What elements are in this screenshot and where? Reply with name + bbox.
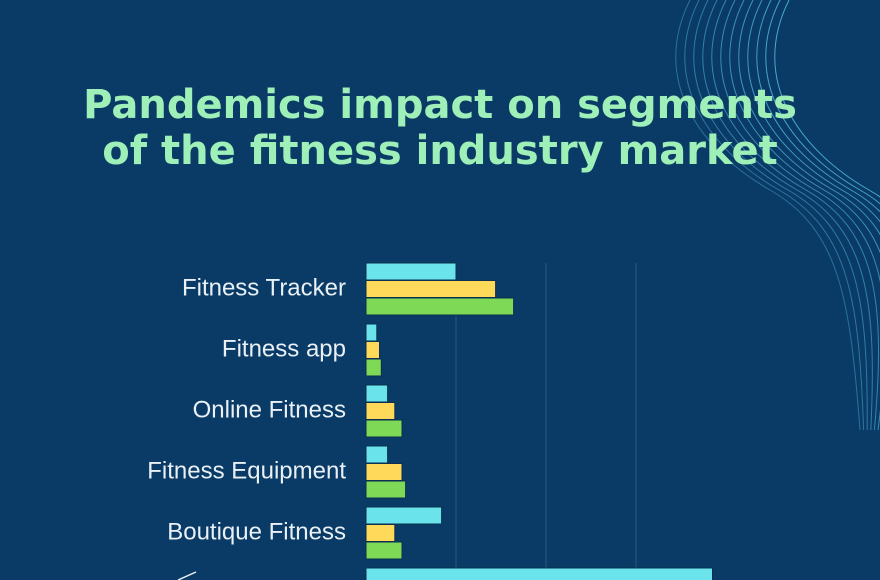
annotation-leader-line (177, 571, 197, 580)
bar (365, 463, 403, 481)
bar (365, 480, 407, 499)
wave-line (774, 0, 880, 198)
wave-line (720, 0, 880, 431)
page-title: Pandemics impact on segments of the fitn… (0, 82, 880, 174)
wave-line (711, 0, 880, 431)
category-label: Boutique Fitness (167, 518, 346, 545)
category-label: Online Fitness (193, 396, 346, 423)
bar (365, 402, 396, 420)
bar (365, 384, 389, 403)
bar (365, 419, 403, 438)
bar (365, 445, 389, 464)
chart-gridlines (455, 263, 637, 580)
category-label: Fitness Tracker (182, 274, 346, 301)
category-labels: Fitness Tracker Fitness app Online Fitness… (147, 274, 346, 545)
wave-line (756, 0, 880, 213)
bar (365, 297, 515, 316)
wave-line (729, 0, 880, 254)
wave-line (684, 0, 865, 431)
bar (365, 524, 396, 542)
wave-line (738, 0, 880, 236)
wave-line (693, 0, 868, 431)
title-line-1: Pandemics impact on segments (83, 82, 797, 128)
category-label: Fitness app (222, 335, 346, 362)
chart-bars (365, 262, 713, 580)
bar (365, 506, 443, 525)
bar (365, 541, 403, 560)
wave-line (765, 0, 880, 205)
category-label: Fitness Equipment (147, 457, 346, 484)
wave-line (675, 0, 861, 431)
wave-line (747, 0, 880, 223)
bar (365, 341, 380, 359)
bar (365, 323, 378, 342)
wave-line (702, 0, 873, 431)
title-line-2: of the fitness industry market (102, 128, 778, 174)
bar (365, 280, 497, 298)
bar (365, 262, 457, 281)
bar (365, 358, 382, 377)
bar (365, 567, 713, 580)
